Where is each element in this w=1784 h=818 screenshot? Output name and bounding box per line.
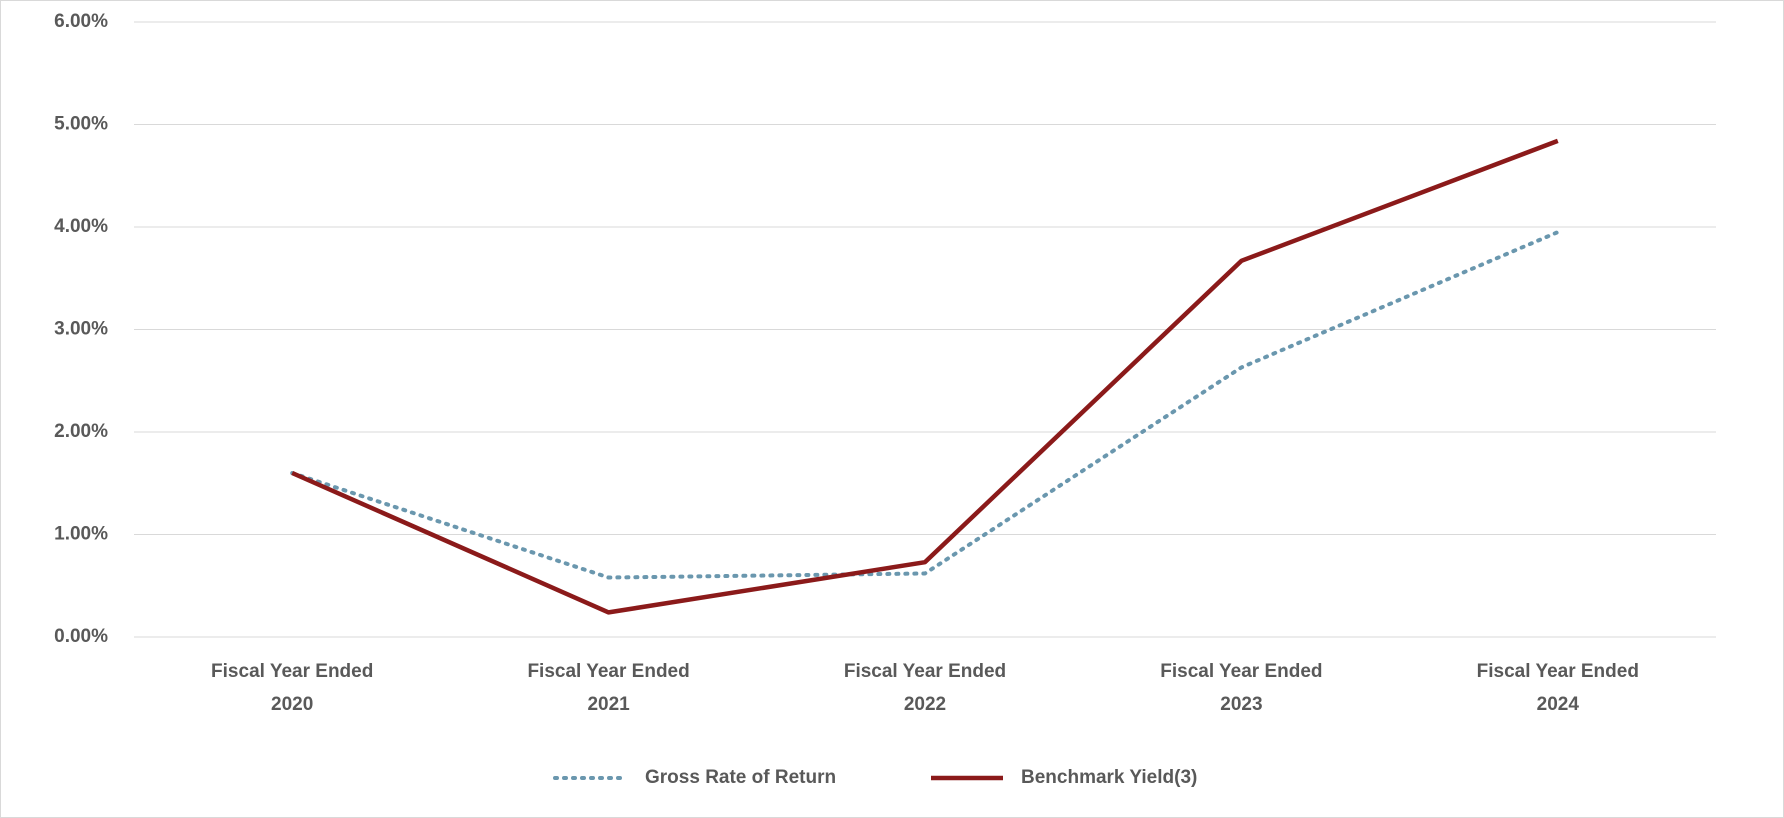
y-tick-label: 1.00%	[54, 524, 108, 545]
y-tick-label: 2.00%	[54, 421, 108, 442]
x-tick-label: Fiscal Year Ended 2021	[527, 661, 689, 715]
y-tick-label: 4.00%	[54, 216, 108, 237]
x-tick-label-line: 2022	[904, 694, 946, 715]
legend-label: Gross Rate of Return	[645, 767, 836, 788]
x-tick-label-line: 2023	[1220, 694, 1262, 715]
x-tick-label-line: 2024	[1537, 694, 1580, 715]
y-tick-label: 0.00%	[54, 626, 108, 647]
x-tick-label: Fiscal Year Ended 2023	[1160, 661, 1322, 715]
x-tick-label-line: Fiscal Year Ended	[1477, 661, 1639, 682]
x-tick-label: Fiscal Year Ended 2020	[211, 661, 373, 715]
x-tick-label: Fiscal Year Ended 2022	[844, 661, 1006, 715]
x-tick-label-line: 2021	[587, 694, 630, 715]
x-tick-label-line: Fiscal Year Ended	[527, 661, 689, 682]
x-tick-label-line: Fiscal Year Ended	[844, 661, 1006, 682]
x-tick-label-line: Fiscal Year Ended	[1160, 661, 1322, 682]
y-tick-label: 3.00%	[54, 319, 108, 340]
series-line	[290, 230, 1560, 580]
legend-label: Benchmark Yield(3)	[1021, 767, 1197, 788]
series-line	[291, 138, 1559, 615]
x-tick-label: Fiscal Year Ended 2024	[1477, 661, 1639, 715]
y-tick-label: 5.00%	[54, 114, 108, 135]
x-tick-label-line: 2020	[271, 694, 313, 715]
x-tick-label-line: Fiscal Year Ended	[211, 661, 373, 682]
y-tick-label: 6.00%	[54, 11, 108, 32]
